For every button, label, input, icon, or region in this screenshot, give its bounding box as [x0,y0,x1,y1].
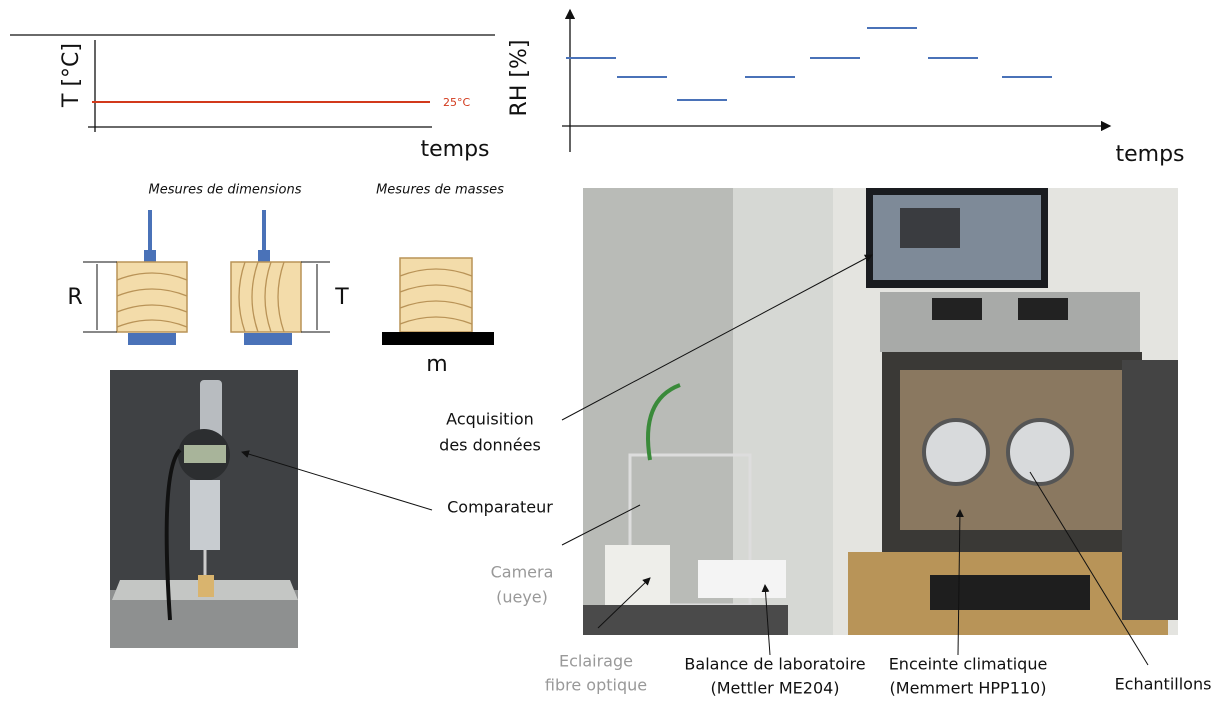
callout-text: des données [439,436,541,455]
callout-text: fibre optique [545,676,647,695]
y-label: RH [%] [507,40,532,117]
dimension-label: T [334,285,349,310]
comparator-photo [110,370,298,648]
callout-text: Echantillons [1115,675,1212,694]
y-label: T [°C] [59,43,84,108]
callout-text: Eclairage [559,652,633,671]
x-label: temps [420,137,489,162]
callout-text: Camera [491,563,554,582]
x-label: temps [1115,142,1184,167]
lab-photo [583,188,1178,635]
callout-text: Balance de laboratoire [684,655,865,674]
callout-text: Acquisition [446,410,534,429]
humidity-plot: RH [%] temps [507,8,1185,167]
leader-lines [241,254,1149,666]
mass-label: m [426,352,447,377]
measurement-schematics: Mesures de dimensions Mesures de masses … [67,183,504,378]
temperature-plot: 25°C T [°C] temps [10,34,495,162]
callout-text: (ueye) [496,588,548,607]
callout-text: (Mettler ME204) [710,679,839,698]
dimensions-title: Mesures de dimensions [149,183,302,198]
callout-text: (Memmert HPP110) [890,679,1047,698]
callout-text: Enceinte climatique [889,655,1048,674]
level-label: 25°C [443,96,470,109]
masses-title: Mesures de masses [376,183,504,198]
callout-text: Comparateur [447,498,553,517]
dimension-label: R [67,285,82,310]
callouts: Acquisition des données Comparateur Came… [439,410,1211,698]
